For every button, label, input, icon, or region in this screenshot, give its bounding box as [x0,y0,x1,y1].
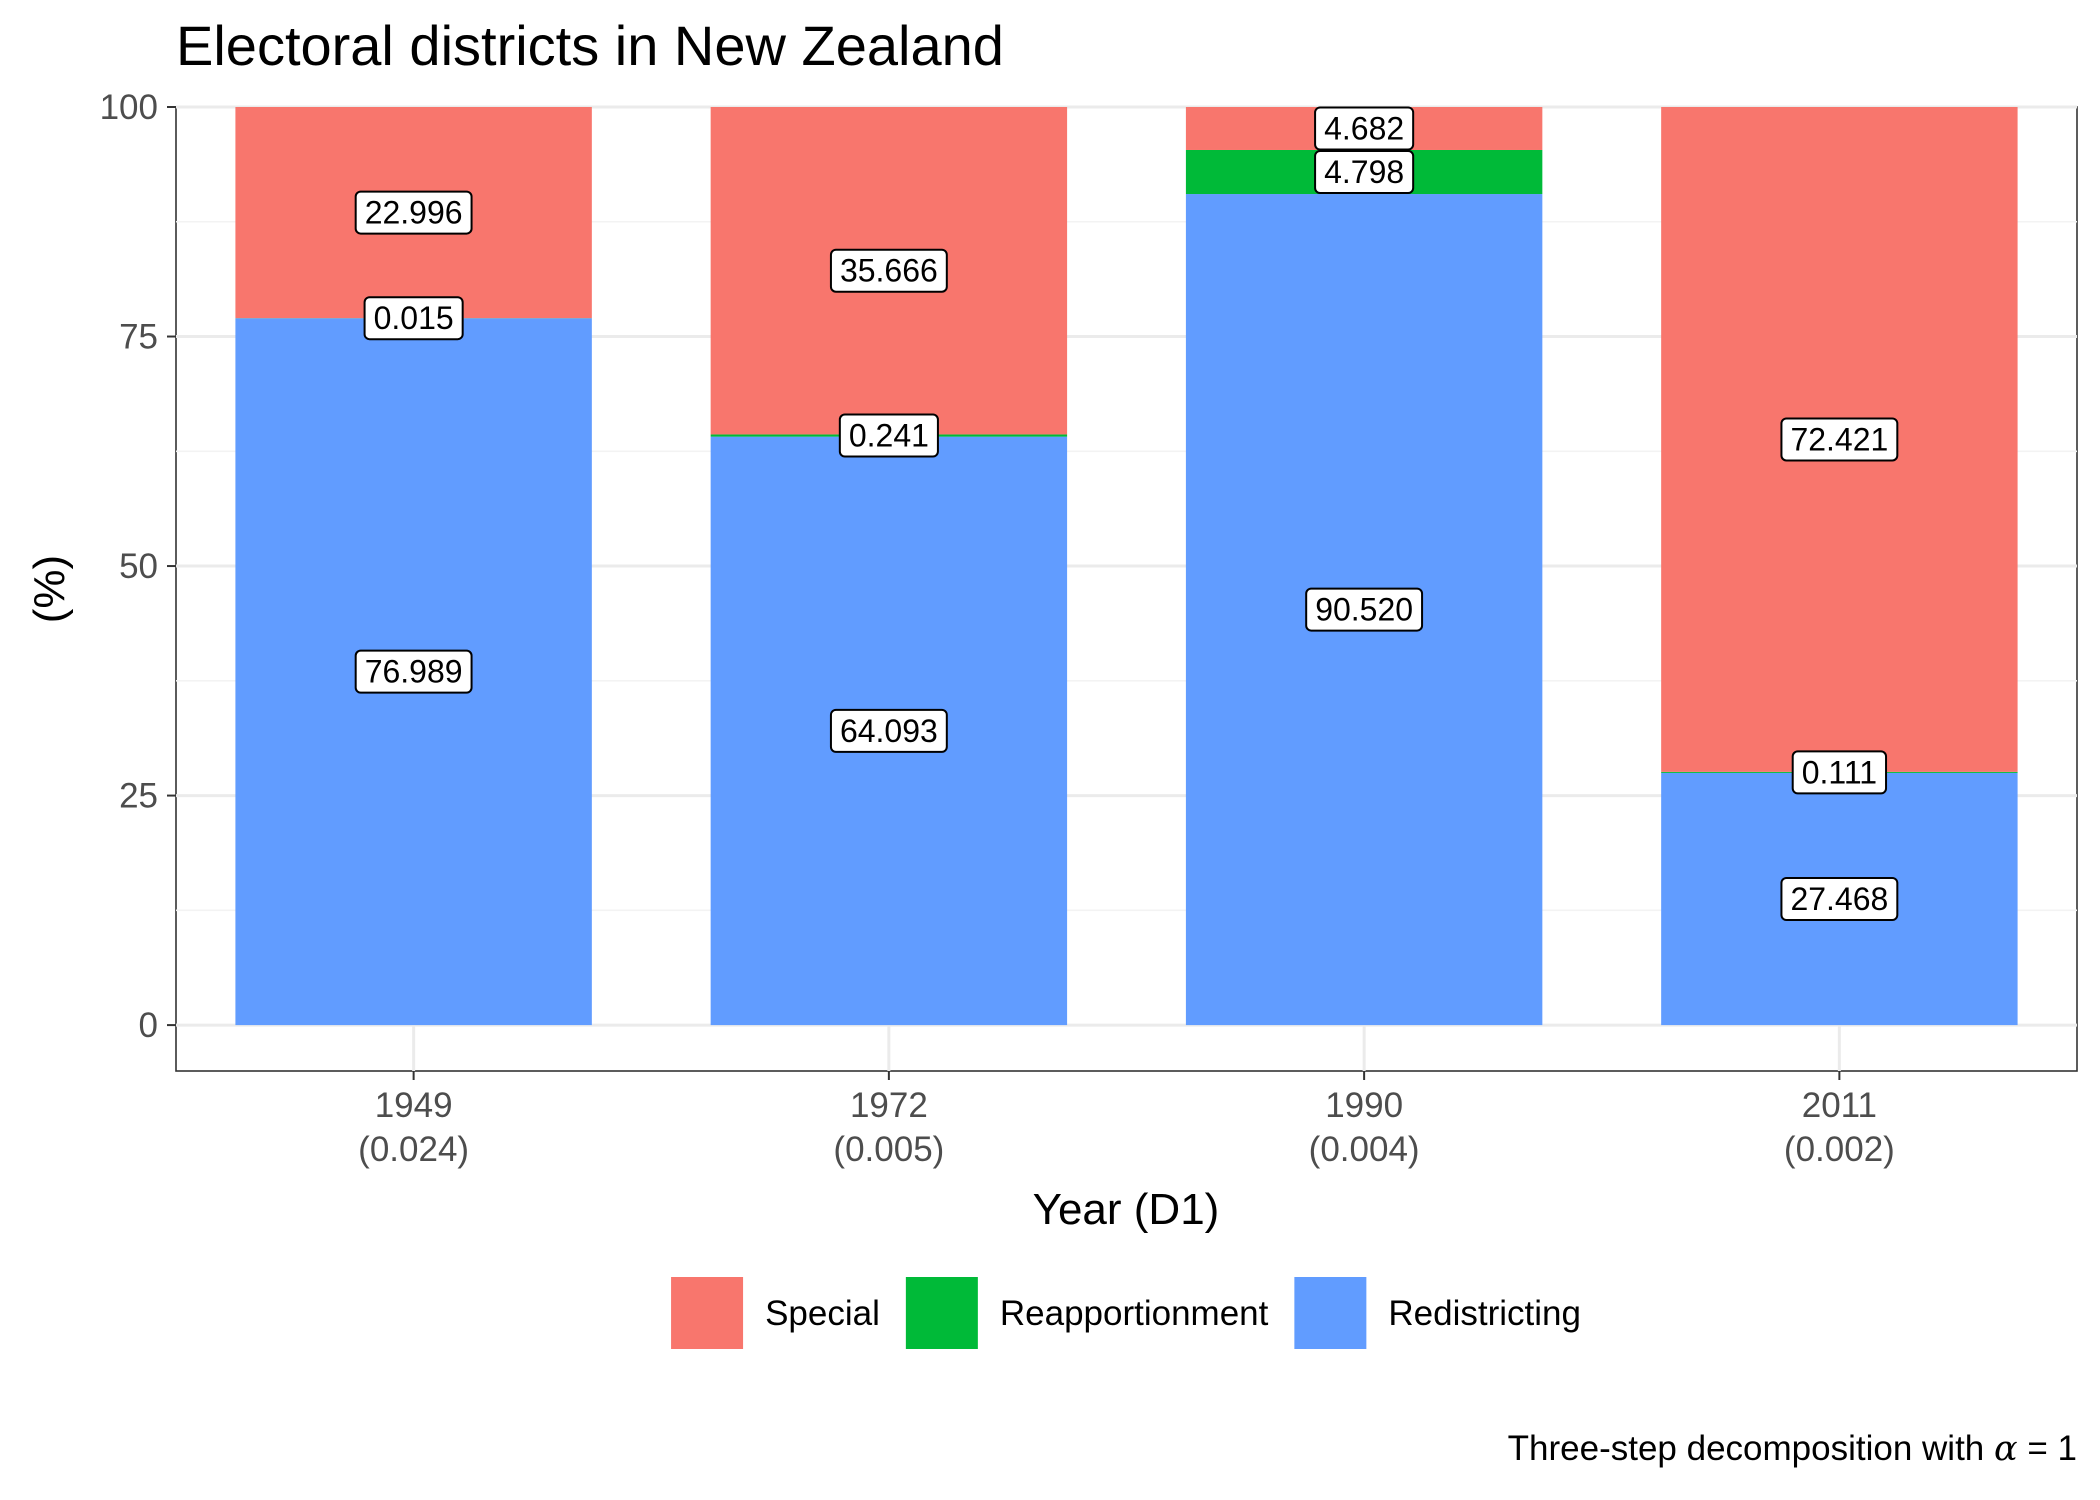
legend: Special Reapportionment Redistricting [671,1277,1581,1349]
x-tick-label-sub: (0.004) [1309,1130,1420,1169]
data-label-box [354,190,473,235]
data-label-text: 27.468 [1790,881,1888,917]
legend-key [1294,1277,1367,1349]
data-label-text: 64.093 [840,713,938,749]
data-label-special-1949: 22.996 [354,190,473,235]
legend-item-reapportionment: Reapportionment [905,1277,1269,1349]
data-label-box [1791,750,1888,795]
x-tick-label-sub: (0.024) [358,1130,469,1169]
x-tick-label-year: 2011 [1802,1086,1877,1125]
data-label-special-1972: 35.666 [829,248,948,293]
data-label-box [1780,877,1899,922]
data-label-text: 0.241 [849,418,929,454]
data-label-box [829,708,948,753]
x-tick-label-year: 1949 [375,1086,453,1125]
x-tick-label-year: 1972 [850,1086,928,1125]
legend-item-redistricting: Redistricting [1294,1277,1581,1349]
data-label-special-2011: 72.421 [1780,417,1899,462]
data-label-text: 0.111 [1802,754,1877,790]
x-tick-label-year: 1990 [1325,1086,1403,1125]
legend-label: Redistricting [1388,1294,1581,1333]
data-label-box [1314,106,1415,151]
x-axis: 1949 (0.024) 1972 (0.005) 1990 (0.004) 2011 (0.… [358,1071,1895,1169]
data-label-reapportionment-1990: 4.798 [1314,150,1415,195]
y-tick-label: 25 [119,777,158,816]
x-axis-title: Year (D1) [1033,1185,1220,1234]
data-label-box [354,649,473,694]
data-label-box [363,296,464,341]
chart-title: Electoral districts in New Zealand [176,14,1004,77]
y-tick-label: 0 [139,1006,158,1045]
data-label-redistricting-1972: 64.093 [829,708,948,753]
y-tick-label: 100 [100,88,158,127]
data-label-special-1990: 4.682 [1314,106,1415,151]
data-label-text: 4.682 [1324,110,1404,146]
data-label-text: 72.421 [1790,421,1888,457]
x-tick-label-sub: (0.002) [1784,1130,1895,1169]
data-label-text: 22.996 [365,195,463,231]
y-tick-label: 50 [119,547,158,586]
data-label-text: 0.015 [374,300,454,336]
data-label-reapportionment-2011: 0.111 [1791,750,1888,795]
data-label-text: 76.989 [365,654,463,690]
data-label-reapportionment-1949: 0.015 [363,296,464,341]
data-labels: 76.989 0.015 22.996 64.093 0.241 35.666 90.520… [354,106,1899,922]
data-label-box [829,248,948,293]
data-label-box [838,413,939,458]
data-label-redistricting-1949: 76.989 [354,649,473,694]
data-label-text: 4.798 [1324,154,1404,190]
data-label-text: 35.666 [840,253,938,289]
data-label-redistricting-2011: 27.468 [1780,877,1899,922]
y-axis-title: (%) [25,555,74,623]
bars [235,107,2018,1026]
legend-key [905,1277,978,1349]
y-tick-label: 75 [119,318,158,357]
x-tick-label-sub: (0.005) [833,1130,944,1169]
caption-alpha-symbol: α [1994,1429,2018,1469]
data-label-reapportionment-1972: 0.241 [838,413,939,458]
y-axis: 0 25 50 75 100 [100,88,176,1045]
legend-key [671,1277,744,1349]
caption: Three-step decomposition with α = 1 [1508,1429,2077,1469]
legend-label: Reapportionment [1000,1294,1269,1333]
legend-item-special: Special [671,1277,880,1349]
data-label-redistricting-1990: 90.520 [1305,587,1424,632]
data-label-text: 90.520 [1315,592,1413,628]
data-label-box [1780,417,1899,462]
caption-value: = 1 [2018,1429,2077,1468]
data-label-box [1305,587,1424,632]
data-label-box [1314,150,1415,195]
caption-text: Three-step decomposition with [1508,1429,1994,1468]
legend-label: Special [765,1294,880,1333]
